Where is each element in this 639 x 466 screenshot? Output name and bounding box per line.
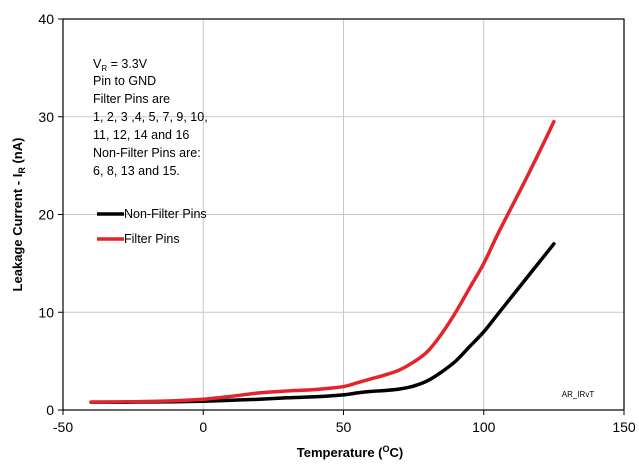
x-axis-title-main: Temperature ( bbox=[297, 445, 383, 460]
x-tick-label: 100 bbox=[472, 419, 496, 435]
x-tick-label: -50 bbox=[53, 419, 73, 435]
y-tick-label: 30 bbox=[38, 109, 54, 125]
series-lines bbox=[89, 119, 556, 404]
annotation-vr: VR = 3.3V bbox=[93, 57, 148, 73]
annotation-line: Filter Pins are bbox=[93, 92, 170, 106]
annotation-line: Pin to GND bbox=[93, 74, 156, 88]
legend: Non-Filter Pins Filter Pins bbox=[97, 207, 207, 246]
x-axis-title-sup: O bbox=[383, 444, 390, 454]
annotation-line: 6, 8, 13 and 15. bbox=[93, 164, 180, 178]
annotation-vr-symbol: V bbox=[93, 57, 102, 71]
annotation-line: Non-Filter Pins are: bbox=[93, 146, 201, 160]
y-axis-title-unit: (nA) bbox=[10, 138, 25, 168]
legend-label-non-filter: Non-Filter Pins bbox=[124, 207, 207, 221]
legend-label-filter: Filter Pins bbox=[124, 232, 180, 246]
corner-tag: AR_IRvT bbox=[562, 390, 595, 399]
y-tick-label: 40 bbox=[38, 11, 54, 27]
series-line-filter bbox=[89, 119, 556, 404]
x-tick-label: 50 bbox=[336, 419, 352, 435]
y-tick-label: 0 bbox=[46, 402, 54, 418]
x-axis-title-unit: C) bbox=[390, 445, 404, 460]
x-axis-title: Temperature (OC) bbox=[297, 444, 403, 460]
annotation-line: 11, 12, 14 and 16 bbox=[93, 128, 189, 142]
y-axis-title-main: Leakage Current - I bbox=[10, 174, 25, 292]
grid-lines bbox=[63, 19, 624, 410]
y-axis-title-sub: R bbox=[17, 167, 27, 174]
x-tick-label: 150 bbox=[612, 419, 636, 435]
y-tick-label: 10 bbox=[38, 304, 54, 320]
y-axis-title: Leakage Current - IR (nA) bbox=[10, 138, 27, 292]
x-tick-label: 0 bbox=[199, 419, 207, 435]
y-tick-label: 20 bbox=[38, 207, 54, 223]
annotation-line: 1, 2, 3 ,4, 5, 7, 9, 10, bbox=[93, 110, 208, 124]
annotation-block: VR = 3.3V Pin to GND Filter Pins are 1, … bbox=[93, 57, 208, 178]
series-line-non-filter bbox=[89, 242, 556, 404]
annotation-vr-value: = 3.3V bbox=[107, 57, 148, 71]
annotation-vr-sub: R bbox=[101, 64, 107, 73]
